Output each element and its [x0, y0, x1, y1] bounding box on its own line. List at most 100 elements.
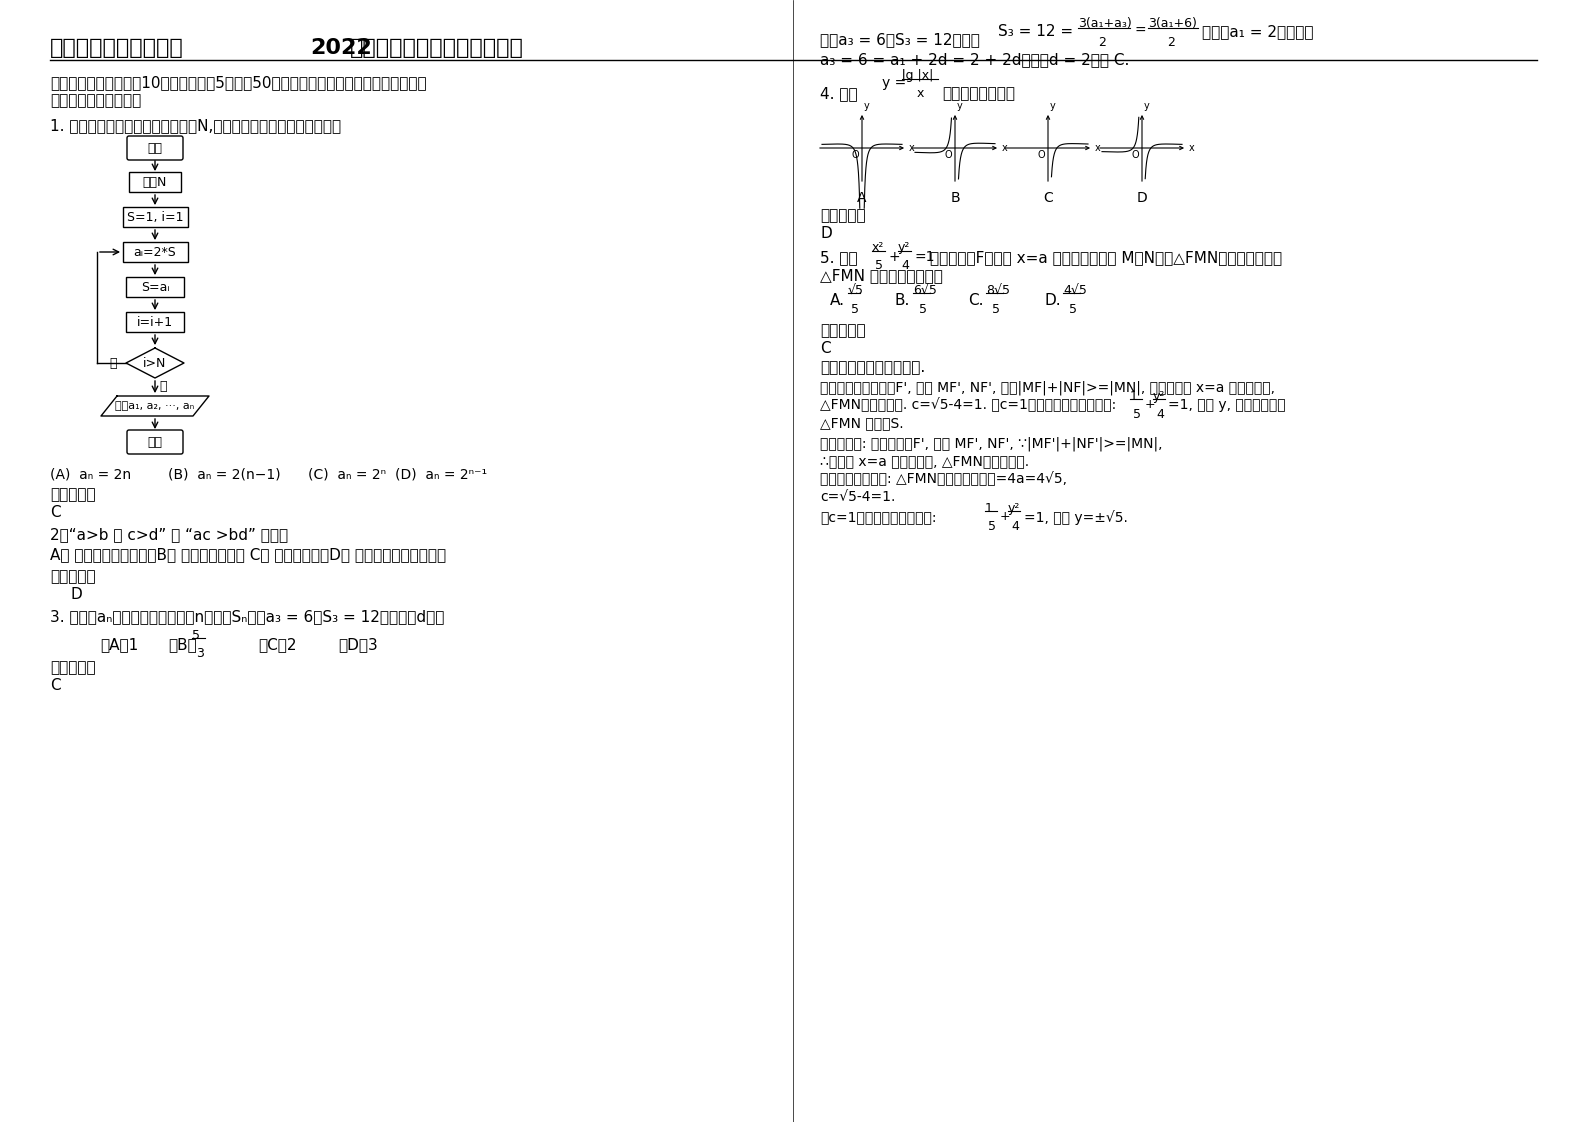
Text: √5: √5 — [847, 284, 863, 297]
Text: y: y — [1144, 101, 1149, 111]
Text: =1, 解得 y, 即可得出此时: =1, 解得 y, 即可得出此时 — [1168, 398, 1285, 412]
FancyBboxPatch shape — [127, 136, 183, 160]
Bar — [122, 206, 187, 227]
Bar — [125, 277, 184, 297]
Text: 由椭圆的定义可得: △FMN的周长的最大値=4a=4√5,: 由椭圆的定义可得: △FMN的周长的最大値=4a=4√5, — [820, 472, 1066, 487]
Text: ，解得a₁ = 2，所使用: ，解得a₁ = 2，所使用 — [1201, 24, 1314, 39]
Text: C: C — [51, 678, 60, 693]
Text: △FMN 的面积S.: △FMN 的面积S. — [820, 416, 903, 430]
Text: 因为a₃ = 6，S₃ = 12，所以: 因为a₃ = 6，S₃ = 12，所以 — [820, 33, 979, 47]
Text: +: + — [1000, 511, 1011, 523]
Text: 3(a₁+6): 3(a₁+6) — [1147, 17, 1197, 30]
Text: D: D — [1136, 191, 1147, 205]
Text: 4: 4 — [1011, 519, 1019, 533]
Text: =1, 解得 y=±√5.: =1, 解得 y=±√5. — [1024, 511, 1128, 525]
Bar — [125, 312, 184, 332]
Text: 2．“a>b 且 c>d” 是 “ac >bd” 成立的: 2．“a>b 且 c>d” 是 “ac >bd” 成立的 — [51, 527, 289, 542]
Text: 4: 4 — [1155, 408, 1163, 421]
Text: （D）3: （D）3 — [338, 637, 378, 652]
Text: y²: y² — [1008, 502, 1020, 515]
Text: =: = — [1135, 24, 1147, 38]
Text: 参考答案：: 参考答案： — [820, 323, 865, 338]
Text: 是: 是 — [159, 380, 167, 393]
FancyBboxPatch shape — [127, 430, 183, 454]
Text: S=1, i=1: S=1, i=1 — [127, 211, 183, 223]
Text: 4: 4 — [901, 259, 909, 272]
Text: 的左焦点为F，直线 x=a 与椭圆相交于点 M、N，当△FMN的周长最大时，: 的左焦点为F，直线 x=a 与椭圆相交于点 M、N，当△FMN的周长最大时， — [930, 250, 1282, 265]
Text: O: O — [944, 150, 952, 160]
Text: （C）2: （C）2 — [259, 637, 297, 652]
Text: x: x — [1095, 142, 1101, 153]
Text: y: y — [863, 101, 870, 111]
Text: D: D — [820, 226, 832, 241]
Text: C: C — [51, 505, 60, 519]
Text: （B）: （B） — [168, 637, 197, 652]
Text: 8√5: 8√5 — [986, 284, 1009, 297]
Text: 输入N: 输入N — [143, 175, 167, 188]
Text: y²: y² — [898, 241, 911, 254]
Text: 4√5: 4√5 — [1063, 284, 1087, 297]
Text: B: B — [951, 191, 960, 205]
Text: 5: 5 — [192, 629, 200, 642]
Text: y²: y² — [1154, 390, 1165, 403]
Text: (C)  aₙ = 2ⁿ: (C) aₙ = 2ⁿ — [308, 467, 386, 481]
Text: 【分析】设右焦点为F', 连接 MF', NF', 由于|MF|+|NF|>=|MN|, 可得当直线 x=a 过左焦点时,: 【分析】设右焦点为F', 连接 MF', NF', 由于|MF|+|NF|>=|… — [820, 380, 1274, 395]
Text: A． 充分不必要条件））B． 必要不充分条件 C． 充要条件））D． 既不充分也不必要条件: A． 充分不必要条件））B． 必要不充分条件 C． 充要条件））D． 既不充分也… — [51, 548, 446, 562]
Text: x: x — [917, 88, 924, 100]
Text: C.: C. — [968, 293, 984, 309]
Text: 【解答】解: 设右焦点为F', 连接 MF', NF', ∵|MF'|+|NF'|>=|MN|,: 【解答】解: 设右焦点为F', 连接 MF', NF', ∵|MF'|+|NF'… — [820, 436, 1163, 451]
Text: O: O — [1132, 150, 1139, 160]
Text: x: x — [1189, 142, 1195, 153]
Text: 3(a₁+a₃): 3(a₁+a₃) — [1078, 17, 1132, 30]
Text: 输出a₁, a₂, ···, aₙ: 输出a₁, a₂, ···, aₙ — [116, 401, 195, 411]
Text: 结束: 结束 — [148, 435, 162, 449]
Text: 开始: 开始 — [148, 141, 162, 155]
Text: 1: 1 — [986, 502, 993, 515]
Text: (D)  aₙ = 2ⁿ⁻¹: (D) aₙ = 2ⁿ⁻¹ — [395, 467, 487, 481]
Text: 参考答案：: 参考答案： — [51, 487, 95, 502]
Text: c=√5-4=1.: c=√5-4=1. — [820, 490, 895, 504]
Text: C: C — [1043, 191, 1052, 205]
Text: ∴当直线 x=a 过左焦点时, △FMN的周长最大.: ∴当直线 x=a 过左焦点时, △FMN的周长最大. — [820, 454, 1028, 468]
Text: y: y — [1051, 101, 1055, 111]
Text: （A）1: （A）1 — [100, 637, 138, 652]
Text: =1: =1 — [914, 250, 935, 264]
Text: x: x — [1001, 142, 1008, 153]
Text: D: D — [70, 587, 83, 603]
Text: 1. 根据右边框图，对大于２的整数N,输出的数列通项公式是（　　）: 1. 根据右边框图，对大于２的整数N,输出的数列通项公式是（ ） — [51, 118, 341, 134]
Text: i>N: i>N — [143, 357, 167, 369]
Text: 是一个符合题目要求的: 是一个符合题目要求的 — [51, 93, 141, 108]
Text: y =: y = — [882, 76, 906, 90]
Text: 6√5: 6√5 — [913, 284, 936, 297]
Text: i=i+1: i=i+1 — [136, 315, 173, 329]
Text: 否: 否 — [110, 357, 117, 369]
Text: 1: 1 — [1130, 390, 1138, 403]
Text: 参考答案：: 参考答案： — [51, 569, 95, 583]
Text: 2: 2 — [1166, 36, 1174, 49]
Text: x: x — [909, 142, 914, 153]
Text: A.: A. — [830, 293, 844, 309]
Text: 5: 5 — [1070, 303, 1078, 316]
Text: (B)  aₙ = 2(n−1): (B) aₙ = 2(n−1) — [168, 467, 281, 481]
Text: 2022: 2022 — [309, 38, 371, 58]
Text: 3. 已知｛aₙ｝为等差数列，其前n项和为Sₙ，若a₃ = 6，S₃ = 12，则公巯d等于: 3. 已知｛aₙ｝为等差数列，其前n项和为Sₙ，若a₃ = 6，S₃ = 12，… — [51, 609, 444, 624]
Text: △FMN的周长最大. c=√5-4=1. 把c=1代入椭圆标准方程可得:: △FMN的周长最大. c=√5-4=1. 把c=1代入椭圆标准方程可得: — [820, 398, 1116, 413]
Text: 2: 2 — [1098, 36, 1106, 49]
Text: 5: 5 — [989, 519, 997, 533]
Text: 5: 5 — [992, 303, 1000, 316]
Text: 江西省上饶市下塘中学: 江西省上饶市下塘中学 — [51, 38, 184, 58]
Text: lg |x|: lg |x| — [901, 68, 933, 82]
Text: △FMN 的面积是（　　）: △FMN 的面积是（ ） — [820, 268, 943, 283]
Text: 5: 5 — [1133, 408, 1141, 421]
Text: 参考答案：: 参考答案： — [820, 208, 865, 223]
Text: 一、选择题：本大题內10小题，每小题5分，內50分。在每小题给出的四个选项中，只有: 一、选择题：本大题內10小题，每小题5分，內50分。在每小题给出的四个选项中，只… — [51, 75, 427, 90]
Text: 参考答案：: 参考答案： — [51, 660, 95, 675]
Text: B.: B. — [895, 293, 911, 309]
Bar — [122, 242, 187, 263]
Text: 【考点】椭圆的简单性质.: 【考点】椭圆的简单性质. — [820, 360, 925, 375]
Text: 的图象大致是（）: 的图象大致是（） — [943, 86, 1016, 101]
Text: aᵢ=2*S: aᵢ=2*S — [133, 246, 176, 258]
Text: S=aᵢ: S=aᵢ — [141, 280, 170, 294]
Text: +: + — [1144, 398, 1155, 411]
Text: O: O — [1038, 150, 1044, 160]
